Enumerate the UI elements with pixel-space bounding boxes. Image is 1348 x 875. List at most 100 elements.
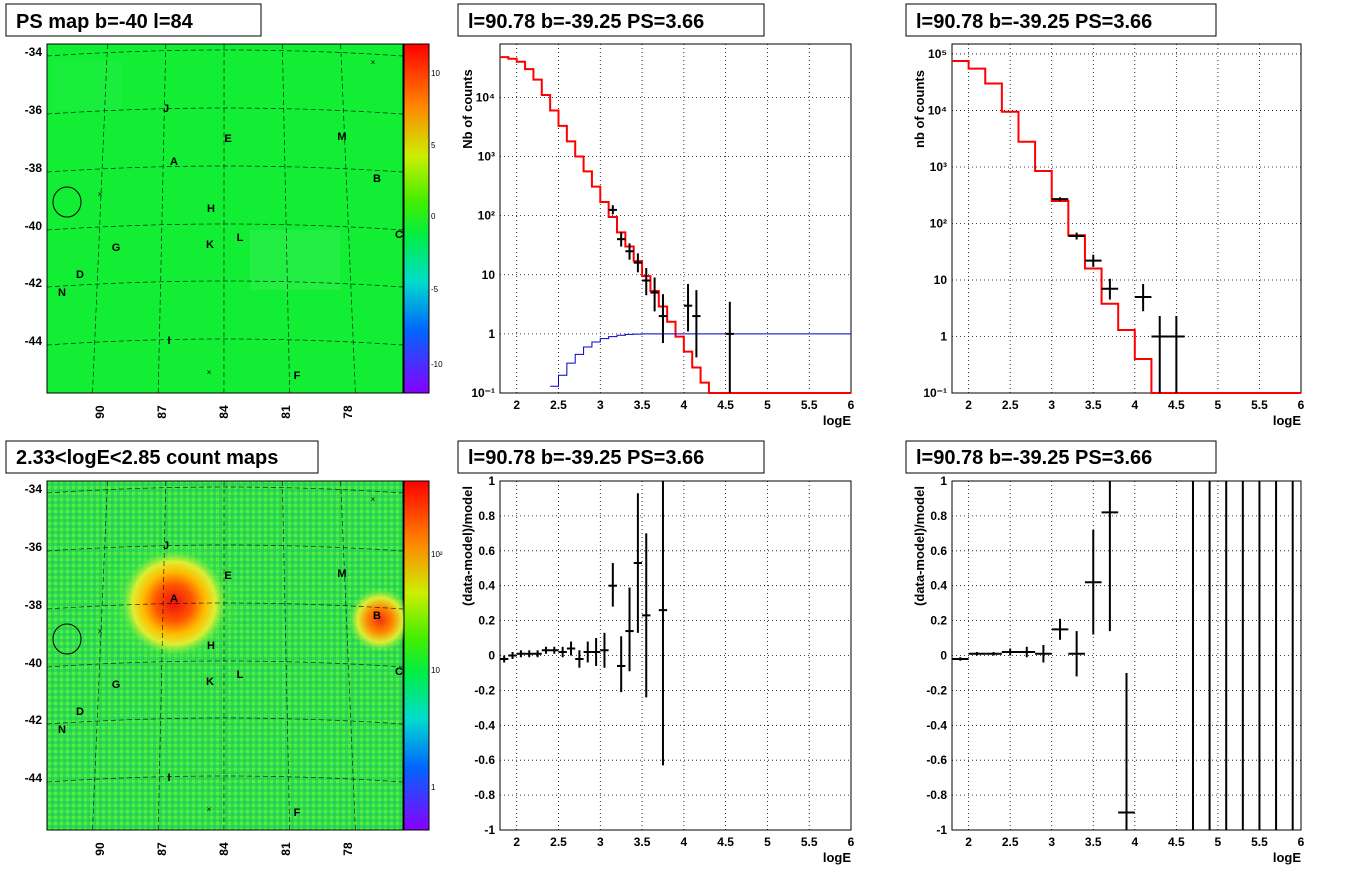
y-tick-label: 10 bbox=[482, 268, 496, 282]
lat-gridline bbox=[46, 107, 404, 115]
data-point bbox=[625, 243, 634, 260]
y-tick-label: 0.4 bbox=[478, 579, 495, 593]
lat-gridline bbox=[46, 775, 404, 783]
lat-tick-label: -38 bbox=[25, 161, 43, 175]
lon-gridline bbox=[281, 480, 291, 831]
data-point bbox=[1068, 631, 1085, 677]
data-point bbox=[608, 563, 617, 607]
y-tick-label: 10⁻¹ bbox=[471, 386, 495, 400]
map-bottom-panel: 2.33<logE<2.85 count maps 10² 10 1 bbox=[5, 440, 443, 831]
data-point bbox=[617, 636, 626, 693]
source-label: L bbox=[237, 232, 244, 244]
x-tick-label: 2 bbox=[965, 398, 972, 412]
map-bottom-frame bbox=[46, 480, 404, 831]
hotspot-b bbox=[348, 588, 412, 652]
x-tick-label: 4.5 bbox=[1168, 398, 1185, 412]
y-tick-label: 1 bbox=[488, 327, 495, 341]
data-point bbox=[633, 253, 643, 273]
y-tick-label: -0.8 bbox=[474, 788, 495, 802]
y-tick-label: 10³ bbox=[930, 160, 947, 174]
data-point bbox=[1001, 648, 1019, 656]
data-point bbox=[683, 283, 693, 332]
residual-rebinned-title-box bbox=[905, 440, 1217, 474]
x-axis-label: logE bbox=[823, 413, 851, 428]
x-tick-label: 3 bbox=[597, 398, 604, 412]
x-tick-label: 5 bbox=[764, 398, 771, 412]
y-tick-label: -0.2 bbox=[926, 683, 947, 697]
cross-marker: × bbox=[371, 58, 376, 67]
data-point bbox=[1068, 232, 1085, 240]
data-point bbox=[617, 232, 626, 247]
x-tick-label: 2.5 bbox=[1002, 835, 1019, 849]
data-point bbox=[692, 290, 701, 358]
y-tick-label: -1 bbox=[936, 823, 947, 837]
lat-tick-label: -36 bbox=[25, 103, 43, 117]
lat-gridline bbox=[46, 280, 404, 288]
y-tick-label: -0.4 bbox=[474, 718, 495, 732]
region-circle bbox=[52, 186, 82, 218]
map-top-palette-ticks: 10 5 0 -5 -10 bbox=[431, 69, 443, 369]
data-point bbox=[952, 657, 969, 661]
data-point bbox=[1101, 278, 1119, 300]
lon-tick-label: 84 bbox=[217, 842, 231, 856]
lat-tick-label: -40 bbox=[25, 656, 43, 670]
y-tick-label: 10⁻¹ bbox=[923, 386, 947, 400]
map-top-overlay: -34 -36 -38 -40 -42 -44 90 87 84 81 78 J E M A B H C G K L DN… bbox=[25, 43, 404, 419]
x-tick-label: 3.5 bbox=[1085, 398, 1102, 412]
palette-tick: 10 bbox=[431, 666, 440, 675]
y-tick-label: -0.6 bbox=[926, 753, 947, 767]
x-tick-label: 6 bbox=[848, 835, 855, 849]
x-tick-label: 6 bbox=[1298, 398, 1305, 412]
data-point bbox=[642, 533, 651, 698]
x-tick-label: 2.5 bbox=[550, 398, 567, 412]
x-tick-label: 3 bbox=[1048, 835, 1055, 849]
data-point bbox=[1134, 283, 1152, 312]
data-point bbox=[600, 632, 609, 668]
residual-title-box bbox=[457, 440, 765, 474]
y-tick-label: 0.8 bbox=[478, 509, 495, 523]
lat-tick-label: -38 bbox=[25, 598, 43, 612]
hotspot-a bbox=[122, 551, 226, 655]
data-point bbox=[533, 650, 542, 658]
lon-gridline bbox=[92, 480, 108, 831]
lon-tick-label: 87 bbox=[155, 842, 169, 856]
y-axis-label: nb of counts bbox=[912, 70, 927, 148]
lon-tick-label: 78 bbox=[341, 842, 355, 856]
x-tick-label: 5.5 bbox=[1251, 835, 1268, 849]
lon-tick-label: 81 bbox=[279, 405, 293, 419]
y-tick-label: 0.8 bbox=[930, 509, 947, 523]
x-tick-label: 2 bbox=[513, 835, 520, 849]
y-tick-label: 1 bbox=[940, 329, 947, 343]
source-label: L bbox=[237, 669, 244, 681]
region-circle bbox=[52, 623, 82, 655]
palette-tick: 5 bbox=[431, 141, 436, 150]
x-tick-label: 2.5 bbox=[1002, 398, 1019, 412]
source-label: J bbox=[163, 540, 169, 552]
spectrum-rebinned-chart: 2 2.5 3 3.5 4 4.5 5 5.5 6 10⁻¹ 1 10 10² 10³ 10⁴ 10⁵ logE… bbox=[912, 43, 1305, 428]
data-point bbox=[985, 652, 1002, 656]
source-label: E bbox=[224, 570, 231, 582]
x-tick-label: 5 bbox=[1215, 398, 1222, 412]
lat-tick-label: -42 bbox=[25, 276, 43, 290]
source-label: M bbox=[337, 568, 346, 580]
data-point bbox=[1151, 316, 1169, 393]
map-top-title: PS map b=-40 l=84 bbox=[16, 11, 194, 33]
model-histogram bbox=[952, 60, 1301, 394]
x-tick-label: 5.5 bbox=[801, 398, 818, 412]
source-label: H bbox=[207, 203, 215, 215]
map-bottom-palette-ticks: 10² 10 1 bbox=[431, 550, 443, 792]
lon-tick-label: 78 bbox=[341, 405, 355, 419]
y-tick-label: -0.8 bbox=[926, 788, 947, 802]
data-point bbox=[508, 652, 517, 659]
data-point bbox=[591, 638, 601, 666]
data-point bbox=[550, 646, 559, 654]
map-top-panel: PS map b=-40 l=84 10 5 0 -5 -10 bbox=[5, 3, 443, 394]
data-point bbox=[1035, 645, 1052, 663]
source-label: D bbox=[76, 706, 84, 718]
lat-tick-label: -34 bbox=[25, 45, 43, 59]
y-tick-label: 10² bbox=[478, 209, 495, 223]
y-tick-label: -0.6 bbox=[474, 753, 495, 767]
map-top-texture bbox=[250, 230, 340, 290]
lon-tick-label: 84 bbox=[217, 405, 231, 419]
